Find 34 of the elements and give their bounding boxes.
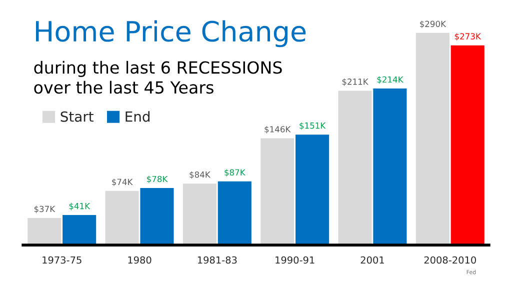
x-tick-label: 1990-91	[276, 256, 314, 264]
data-label: $211K	[342, 78, 369, 86]
bar	[182, 184, 216, 246]
legend-label: End	[126, 111, 150, 122]
data-label: $214K	[377, 76, 404, 84]
data-label: $78K	[147, 176, 168, 184]
bar	[373, 88, 407, 246]
bar	[450, 45, 484, 246]
legend-label: Start	[60, 111, 94, 122]
data-label: $37K	[34, 206, 56, 214]
data-label: $87K	[224, 169, 246, 177]
chart-title: Home Price Change	[36, 20, 306, 48]
data-label: $151K	[300, 122, 326, 130]
bar	[105, 190, 139, 246]
data-label: $84K	[190, 171, 211, 179]
x-tick-label: 1973-75	[42, 256, 82, 264]
bar	[218, 181, 252, 246]
data-label: $273K	[454, 33, 482, 41]
data-label: $74K	[112, 178, 133, 186]
bar	[296, 134, 330, 246]
x-tick-label: 1981-83	[198, 256, 237, 264]
bar	[28, 218, 62, 246]
bar	[62, 215, 96, 246]
x-tick-label: 2001	[360, 256, 384, 264]
bar	[140, 188, 174, 246]
data-label: $41K	[69, 202, 90, 210]
text: during the last 6 RECESSIONS over the last 45 Years	[34, 60, 282, 94]
bar	[416, 32, 450, 246]
bar	[260, 138, 294, 246]
x-tick-label: 2008-2010	[424, 256, 476, 264]
bar	[338, 90, 372, 246]
x-tick-label: 1980	[128, 256, 152, 264]
data-label: $146K	[264, 126, 291, 134]
data-label: $290K	[420, 20, 446, 28]
